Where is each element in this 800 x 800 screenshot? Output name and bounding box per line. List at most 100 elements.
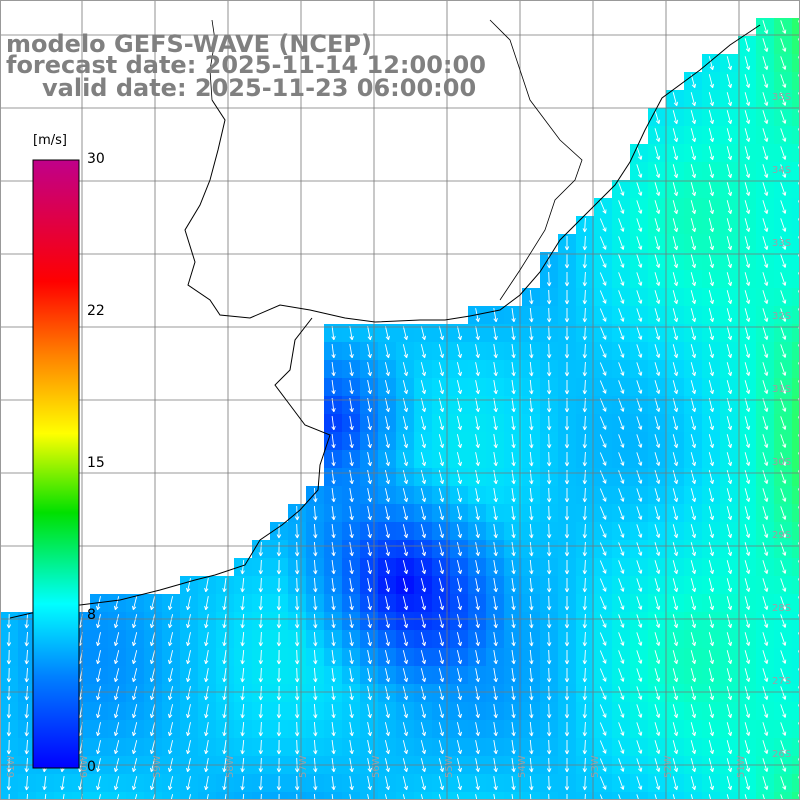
wind-arrow [222,668,227,683]
wind-arrow [708,704,715,719]
wind-cell [792,792,800,800]
wind-arrow [546,415,552,431]
wind-arrow [726,164,733,179]
wind-arrow [438,794,442,800]
wind-arrow [240,613,245,629]
wind-arrow [744,128,751,143]
wind-arrow [384,344,390,359]
wind-arrow [276,775,282,791]
wind-arrow [511,614,516,629]
wind-arrow [222,632,227,647]
wind-arrow [636,542,643,556]
wind-cell [792,774,800,792]
wind-arrow [744,146,751,161]
wind-arrow [599,272,607,286]
wind-arrow [511,308,516,323]
wind-arrow [672,236,679,251]
wind-arrow [744,794,748,800]
wind-cell [180,792,198,800]
wind-arrow [331,578,336,593]
wind-arrow [564,650,570,665]
wind-arrow [438,452,445,467]
wind-arrow [708,632,715,647]
wind-arrow [367,434,372,449]
wind-arrow [672,794,676,800]
wind-arrow [296,793,298,800]
wind-arrow [744,56,751,71]
wind-arrow [762,110,769,125]
wind-arrow [529,289,534,305]
wind-arrow [582,469,587,485]
wind-cell [198,792,216,800]
wind-arrow [726,776,733,791]
wind-arrow [582,451,587,467]
wind-arrow [780,308,787,322]
wind-arrow [636,164,643,178]
wind-arrow [186,632,191,647]
wind-arrow [511,542,516,557]
wind-arrow [276,649,282,665]
wind-arrow [582,703,587,719]
wind-arrow [24,703,29,719]
lon-label: 56W [371,755,382,778]
wind-arrow [546,451,552,467]
wind-arrow [349,722,354,737]
wind-arrow [204,722,209,737]
wind-arrow [222,650,227,665]
wind-arrow [762,128,769,143]
wind-arrow [780,164,787,178]
wind-arrow [690,398,697,413]
wind-cell [792,468,800,486]
coastline-interior [209,19,583,301]
wind-arrow [276,541,282,557]
wind-arrow [113,632,120,647]
wind-arrow [222,596,227,611]
wind-arrow [313,739,318,755]
wind-arrow [708,200,715,215]
wind-arrow [762,218,769,233]
wind-arrow [456,434,463,449]
wind-arrow [744,452,751,467]
wind-arrow [384,650,390,665]
wind-arrow [780,434,787,448]
wind-arrow [708,434,715,449]
wind-cell [792,36,800,54]
wind-arrow [331,740,336,755]
wind-arrow [762,362,769,377]
wind-arrow [349,578,354,593]
wind-arrow [113,776,120,791]
wind-arrow [582,631,587,647]
wind-arrow [654,380,661,395]
wind-arrow [276,631,282,647]
wind-arrow [349,794,352,800]
wind-arrow [349,650,354,665]
wind-arrow [456,596,463,611]
wind-arrow [511,596,516,611]
wind-arrow [636,452,643,466]
wind-arrow [744,236,751,251]
wind-arrow [599,632,607,646]
wind-arrow [186,704,191,719]
wind-arrow [493,578,498,593]
lon-label: 58W [225,755,236,778]
wind-arrow [672,326,679,341]
wind-arrow [564,578,570,593]
lat-label: 28S [772,603,791,614]
wind-arrow [762,182,769,197]
wind-arrow [402,542,409,557]
lon-label: 57W [298,755,309,778]
wind-arrow [618,704,625,718]
wind-arrow [780,776,787,790]
wind-arrow [242,793,245,800]
wind-arrow [367,542,372,557]
wind-arrow [744,740,751,755]
wind-arrow [529,721,534,737]
wind-arrow [186,668,191,683]
wind-arrow [780,92,787,106]
wind-arrow [529,361,534,377]
wind-arrow [511,704,516,719]
wind-arrow [529,577,534,593]
wind-arrow [384,668,390,683]
wind-arrow [654,182,661,197]
wind-cell [792,234,800,252]
